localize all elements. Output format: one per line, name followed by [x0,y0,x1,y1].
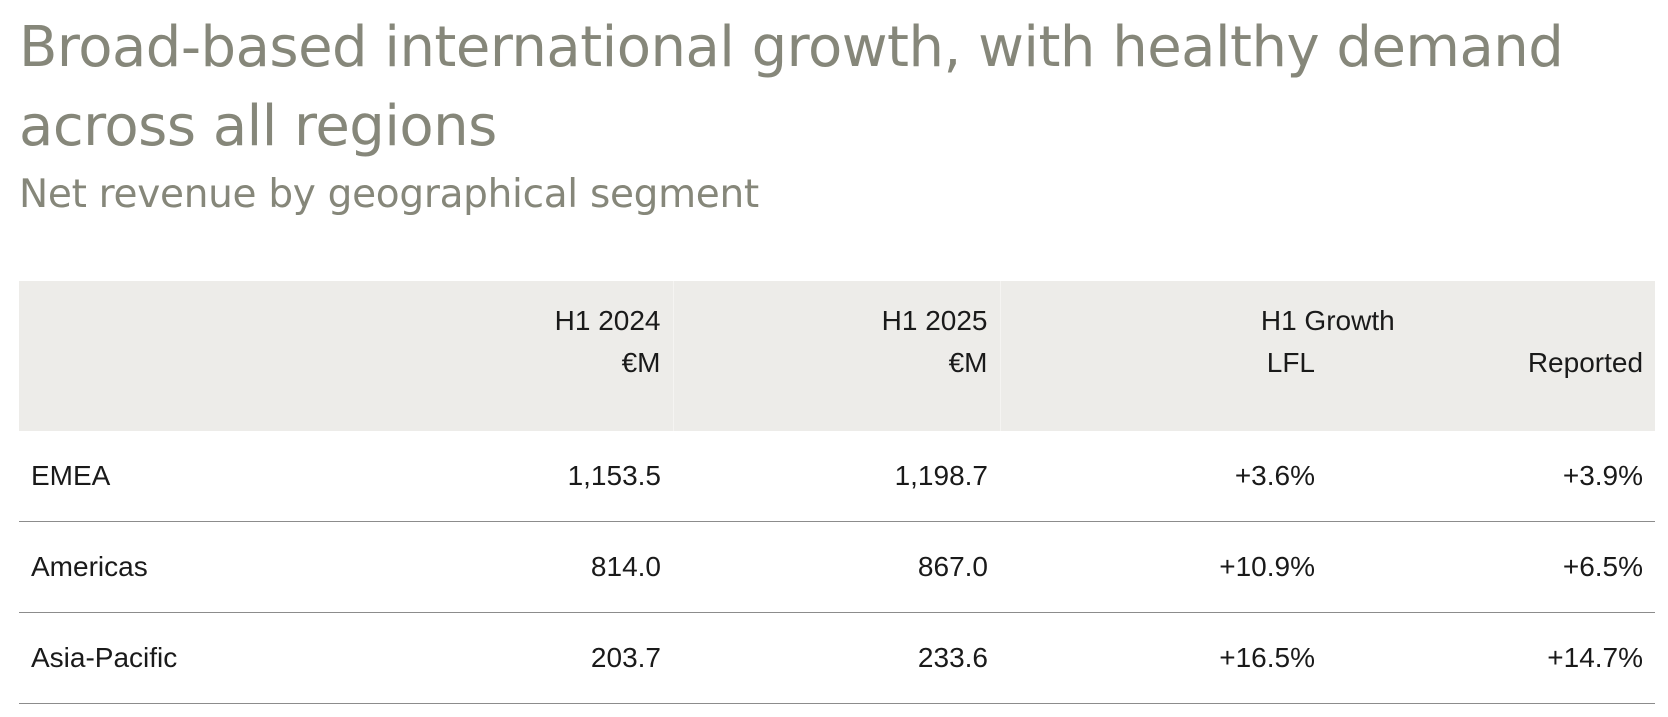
header-blank-cell [19,281,346,341]
h1-2025-value: 867.0 [673,521,1000,613]
header-h1-2025: H1 2025 [672,281,1000,341]
h1-2024-value: 1,153.5 [346,431,673,522]
header-row-periods: H1 2024 H1 2025 H1 Growth [19,281,1656,341]
table-row: Asia-Pacific 203.7 233.6 +16.5% +14.7% [19,612,1656,704]
h1-2025-value: 233.6 [673,612,1000,704]
table-header: H1 2024 H1 2025 H1 Growth €M €M LFL Repo… [19,281,1656,431]
h1-2024-value: 203.7 [346,612,673,704]
header-row-units: €M €M LFL Reported [19,341,1656,431]
lfl-growth-value: +10.9% [1000,521,1327,613]
lfl-growth-value: +16.5% [1000,612,1327,704]
page-subtitle: Net revenue by geographical segment [19,172,759,217]
table-row: Americas 814.0 867.0 +10.9% +6.5% [19,521,1656,613]
lfl-growth-value: +3.6% [1000,431,1327,522]
header-reported: Reported [1327,341,1656,431]
header-h1-growth: H1 Growth [999,281,1656,341]
header-unit-2025: €M [672,341,1000,431]
reported-growth-value: +14.7% [1327,612,1656,704]
region-label: EMEA [19,431,346,522]
header-blank-cell [19,341,346,431]
h1-2025-value: 1,198.7 [673,431,1000,522]
net-revenue-table: H1 2024 H1 2025 H1 Growth €M €M LFL Repo… [19,281,1656,704]
reported-growth-value: +3.9% [1327,431,1656,522]
region-label: Americas [19,521,346,613]
header-lfl: LFL [999,341,1327,431]
region-label: Asia-Pacific [19,612,346,704]
reported-growth-value: +6.5% [1327,521,1656,613]
header-h1-2024: H1 2024 [346,281,673,341]
table-body: EMEA 1,153.5 1,198.7 +3.6% +3.9% America… [19,431,1656,704]
h1-2024-value: 814.0 [346,521,673,613]
table-row: EMEA 1,153.5 1,198.7 +3.6% +3.9% [19,431,1656,522]
page-title: Broad-based international growth, with h… [19,15,1564,159]
header-unit-2024: €M [346,341,673,431]
